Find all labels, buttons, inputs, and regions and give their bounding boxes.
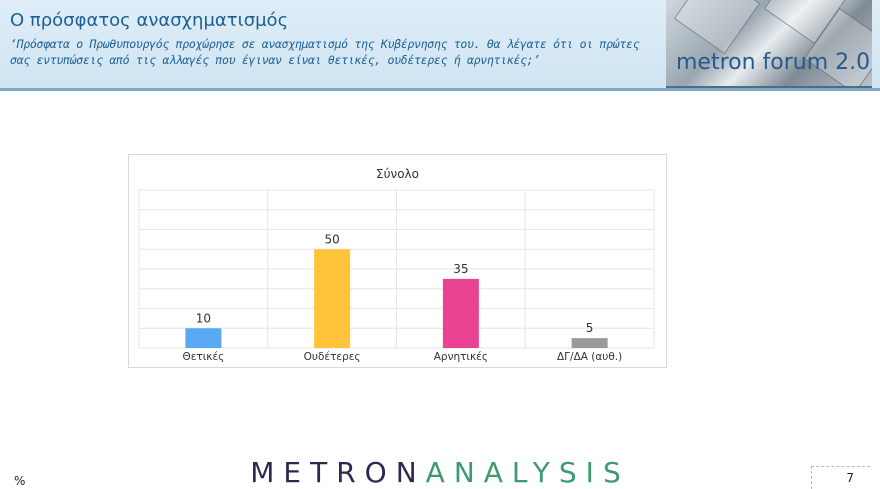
chart-title: Σύνολο (375, 167, 419, 181)
data-label: 50 (324, 232, 339, 246)
bar (442, 278, 479, 348)
data-label: 35 (453, 262, 468, 276)
metron-analysis-brand: METRONANALYSIS (0, 456, 880, 489)
slide-title: Ο πρόσφατος ανασχηματισμός (10, 10, 289, 31)
header-divider (0, 88, 880, 91)
logo-facet-shape (673, 0, 761, 55)
category-label: Θετικές (182, 351, 224, 363)
chart-panel: Σύνολο 10 Θετικές 50 Ουδέτερες 35 Αρνητικές 5 Δ… (128, 154, 667, 368)
category-label: ΔΓ/ΔΑ (αυθ.) (557, 351, 622, 363)
bar (314, 249, 351, 348)
bar (185, 328, 222, 348)
bar (571, 338, 608, 348)
page-number-box: 7 (811, 466, 870, 489)
brand-right: ANALYSIS (425, 456, 630, 489)
page-number: 7 (846, 471, 854, 485)
unit-label: % (14, 474, 26, 488)
data-label: 10 (196, 311, 211, 325)
brand-left: METRON (250, 456, 426, 489)
category-label: Αρνητικές (434, 351, 488, 363)
bar-chart: 10 Θετικές 50 Ουδέτερες 35 Αρνητικές 5 ΔΓ/ΔΑ (α… (138, 189, 655, 363)
category-label: Ουδέτερες (304, 351, 361, 363)
data-label: 5 (586, 321, 594, 335)
metron-forum-logo: metron forum 2.0 (666, 0, 872, 88)
logo-text: metron forum 2.0 (676, 50, 871, 75)
survey-question: ‘Πρόσφατα ο Πρωθυπουργός προχώρησε σε αν… (10, 37, 640, 67)
